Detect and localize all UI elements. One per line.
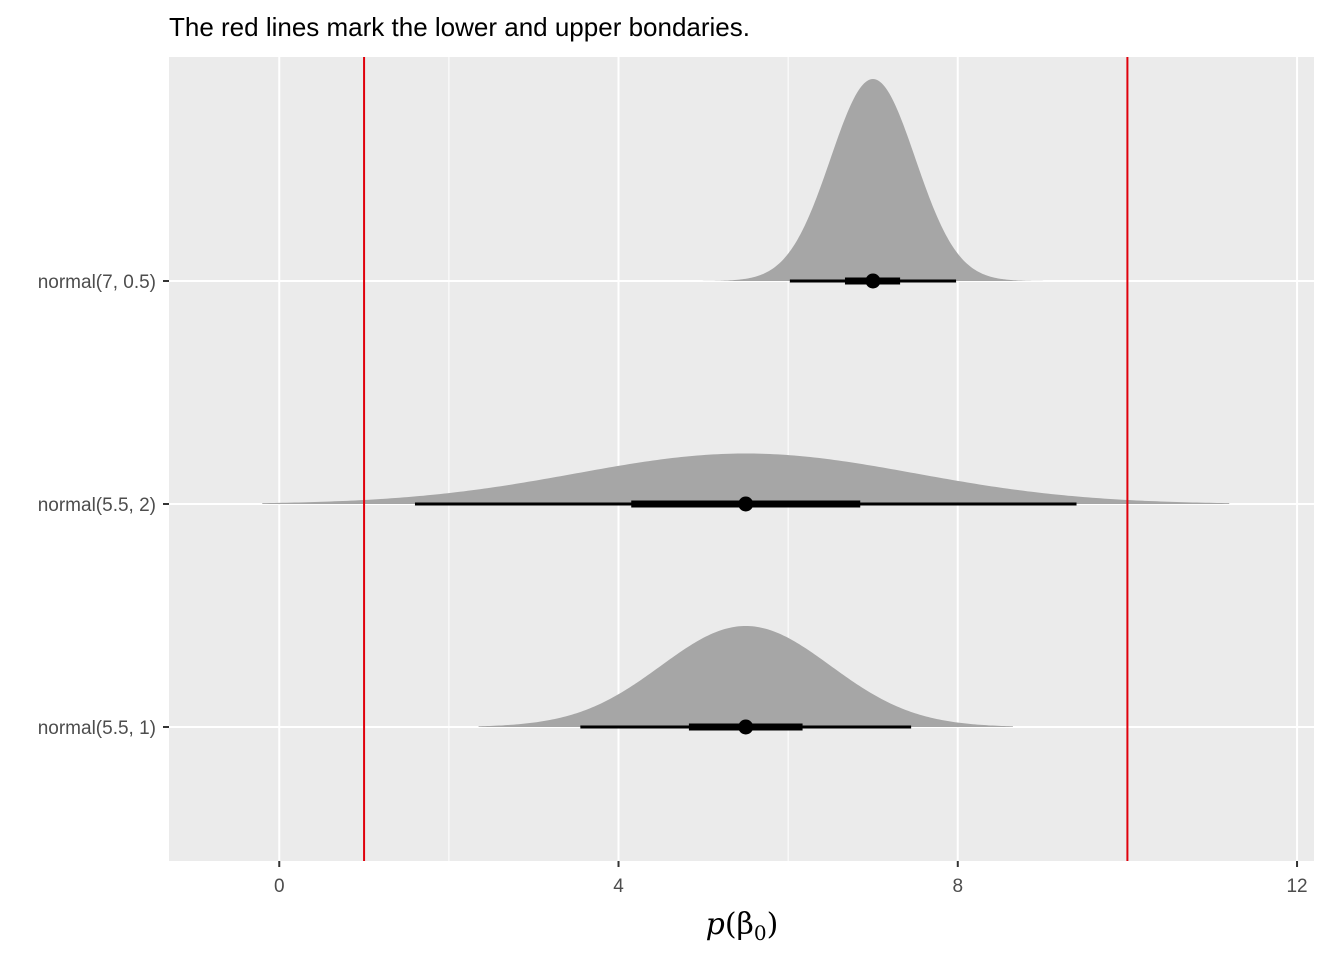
interval-layer (414, 273, 1077, 735)
point-estimate-0 (865, 273, 881, 289)
y-tick-label-0: normal(7, 0.5) (38, 272, 156, 293)
x-tick-label-3: 12 (1286, 876, 1307, 897)
x-axis-title-close: ) (767, 907, 779, 942)
x-axis-title-beta: (β (725, 907, 754, 942)
density-2 (478, 626, 1013, 727)
point-estimate-2 (738, 719, 754, 735)
y-tick-label-1: normal(5.5, 2) (38, 495, 156, 516)
x-axis-title: p(β0) (706, 907, 779, 945)
density-layer (262, 79, 1230, 727)
x-axis-title-p: p (706, 907, 725, 942)
density-1 (262, 453, 1230, 504)
y-axis: normal(7, 0.5) normal(5.5, 2) normal(5.5, … (38, 272, 169, 739)
x-axis-title-subscript: 0 (754, 921, 767, 945)
reference-lines (363, 57, 1129, 861)
density-0 (694, 79, 1052, 281)
x-tick-label-1: 4 (613, 876, 624, 897)
x-tick-label-0: 0 (274, 876, 285, 897)
x-axis: 0 4 8 12 (274, 861, 1308, 897)
x-tick-label-2: 8 (952, 876, 963, 897)
y-tick-label-2: normal(5.5, 1) (38, 718, 156, 739)
chart-title: The red lines mark the lower and upper b… (169, 12, 750, 42)
point-estimate-1 (738, 496, 754, 512)
